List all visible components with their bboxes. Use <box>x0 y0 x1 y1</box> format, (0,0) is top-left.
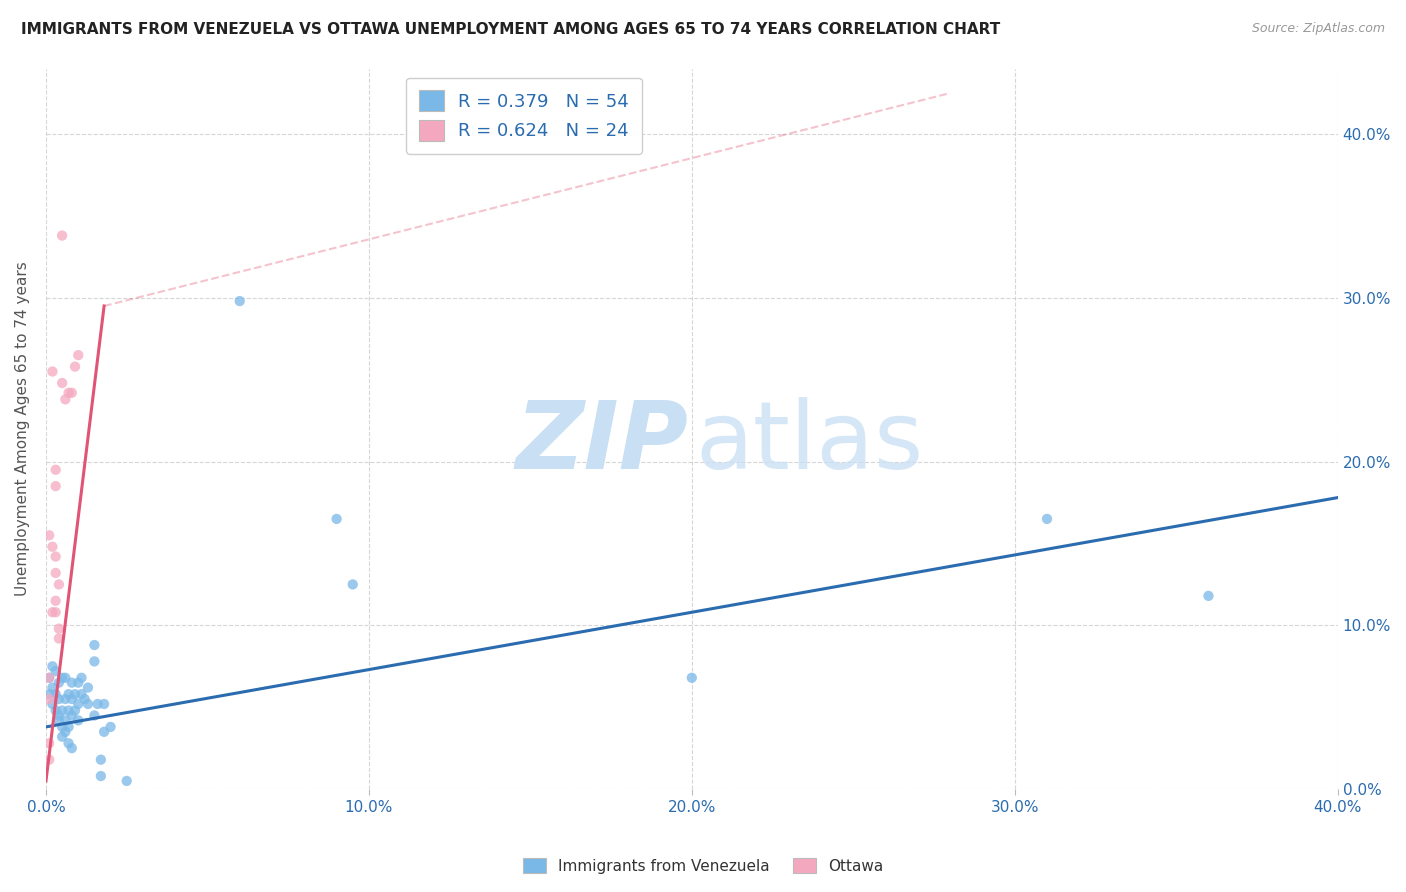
Point <box>60 385 83 400</box>
Point <box>53 724 76 739</box>
Point <box>45 479 67 493</box>
Text: ZIP: ZIP <box>515 397 688 489</box>
Point <box>60 675 83 690</box>
Point <box>45 463 67 477</box>
Point <box>41 605 63 619</box>
Point <box>58 385 80 400</box>
Point <box>48 577 70 591</box>
Point <box>63 359 86 374</box>
Point <box>41 681 63 695</box>
Point <box>45 566 67 580</box>
Point <box>58 736 80 750</box>
Point <box>73 692 96 706</box>
Point <box>38 687 60 701</box>
Point <box>67 714 90 728</box>
Point <box>63 687 86 701</box>
Point <box>51 704 73 718</box>
Point <box>51 671 73 685</box>
Point <box>48 622 70 636</box>
Point <box>58 720 80 734</box>
Point <box>51 228 73 243</box>
Point <box>83 638 105 652</box>
Point <box>38 753 60 767</box>
Point <box>41 697 63 711</box>
Text: atlas: atlas <box>696 397 924 489</box>
Point <box>58 687 80 701</box>
Point <box>45 605 67 619</box>
Point <box>70 671 93 685</box>
Point <box>41 540 63 554</box>
Point <box>77 697 100 711</box>
Point <box>60 741 83 756</box>
Point <box>325 512 347 526</box>
Point <box>53 692 76 706</box>
Text: Source: ZipAtlas.com: Source: ZipAtlas.com <box>1251 22 1385 36</box>
Point <box>45 664 67 678</box>
Point <box>38 671 60 685</box>
Point <box>41 364 63 378</box>
Point <box>48 714 70 728</box>
Point <box>63 704 86 718</box>
Point <box>70 687 93 701</box>
Point <box>58 704 80 718</box>
Point <box>48 692 70 706</box>
Point <box>1036 512 1059 526</box>
Point <box>60 708 83 723</box>
Point <box>41 659 63 673</box>
Point <box>51 720 73 734</box>
Point <box>38 671 60 685</box>
Y-axis label: Unemployment Among Ages 65 to 74 years: Unemployment Among Ages 65 to 74 years <box>15 261 30 596</box>
Point <box>228 294 250 309</box>
Legend: R = 0.379   N = 54, R = 0.624   N = 24: R = 0.379 N = 54, R = 0.624 N = 24 <box>406 78 641 153</box>
Point <box>67 675 90 690</box>
Point <box>342 577 364 591</box>
Point <box>67 348 90 362</box>
Point <box>1198 589 1220 603</box>
Point <box>38 528 60 542</box>
Point <box>115 774 138 789</box>
Point <box>93 697 115 711</box>
Point <box>53 714 76 728</box>
Point <box>83 654 105 668</box>
Legend: Immigrants from Venezuela, Ottawa: Immigrants from Venezuela, Ottawa <box>517 852 889 880</box>
Point <box>51 730 73 744</box>
Point <box>53 392 76 407</box>
Point <box>90 769 112 783</box>
Point <box>45 687 67 701</box>
Text: IMMIGRANTS FROM VENEZUELA VS OTTAWA UNEMPLOYMENT AMONG AGES 65 TO 74 YEARS CORRE: IMMIGRANTS FROM VENEZUELA VS OTTAWA UNEM… <box>21 22 1000 37</box>
Point <box>38 692 60 706</box>
Point <box>48 632 70 646</box>
Point <box>38 736 60 750</box>
Point <box>60 692 83 706</box>
Point <box>45 549 67 564</box>
Point <box>90 753 112 767</box>
Point <box>77 681 100 695</box>
Point <box>45 704 67 718</box>
Point <box>86 697 108 711</box>
Point <box>48 708 70 723</box>
Point <box>100 720 122 734</box>
Point <box>681 671 703 685</box>
Point <box>45 594 67 608</box>
Point <box>51 376 73 390</box>
Point <box>83 708 105 723</box>
Point <box>93 724 115 739</box>
Point <box>67 697 90 711</box>
Point <box>48 675 70 690</box>
Point <box>53 671 76 685</box>
